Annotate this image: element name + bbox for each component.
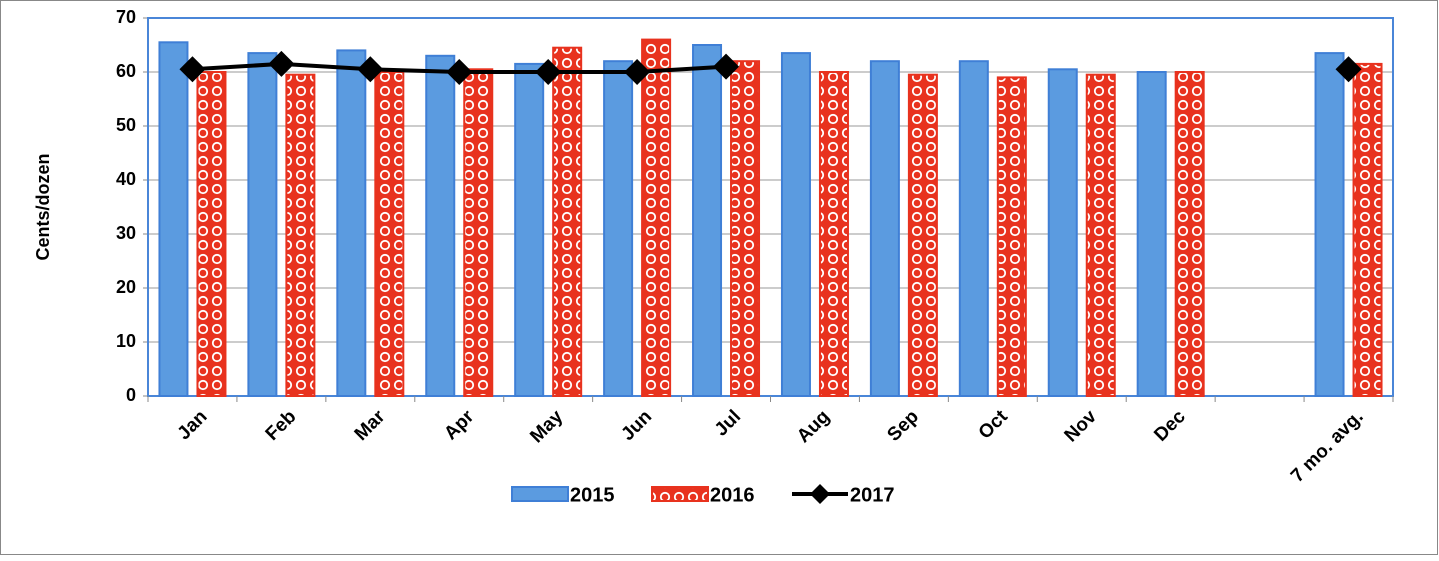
bar [1352,62,1383,398]
bar [1174,71,1205,397]
y-tick-label: 10 [116,331,136,351]
bar [247,52,278,397]
bar [996,76,1027,398]
bar [514,62,545,398]
bar [196,71,227,397]
legend-swatch [651,486,709,502]
y-axis-title: Cents/dozen [33,153,53,260]
bar [463,68,494,398]
bar [869,60,900,397]
bar [780,52,811,397]
bar [692,44,723,397]
bar [336,49,367,398]
marker [1335,56,1362,83]
bar [425,54,456,398]
bar [1314,52,1345,397]
bar [374,71,405,397]
bar [552,46,583,397]
marker [179,56,206,83]
bar [1136,71,1167,397]
y-tick-label: 0 [126,385,136,405]
bar [158,41,189,398]
marker [446,59,473,85]
marker [357,56,384,83]
y-tick-label: 70 [116,7,136,27]
bar [1085,73,1116,397]
bar [730,60,761,397]
y-tick-label: 60 [116,61,136,81]
marker [713,53,740,80]
bar [1047,68,1078,398]
legend-marker [810,484,830,504]
legend-swatch [511,486,569,502]
y-tick-label: 40 [116,169,136,189]
legend-label: 2015 [570,484,615,506]
bar [603,60,634,397]
legend-label: 2016 [710,484,755,506]
marker [268,50,295,77]
marker [624,59,651,85]
legend-label: 2017 [850,484,895,506]
y-tick-label: 50 [116,115,136,135]
y-tick-label: 20 [116,277,136,297]
bar [641,38,672,397]
marker [535,59,562,85]
bar [958,60,989,397]
y-tick-label: 30 [116,223,136,243]
bar [818,71,849,397]
bar [907,73,938,397]
bar [285,73,316,397]
